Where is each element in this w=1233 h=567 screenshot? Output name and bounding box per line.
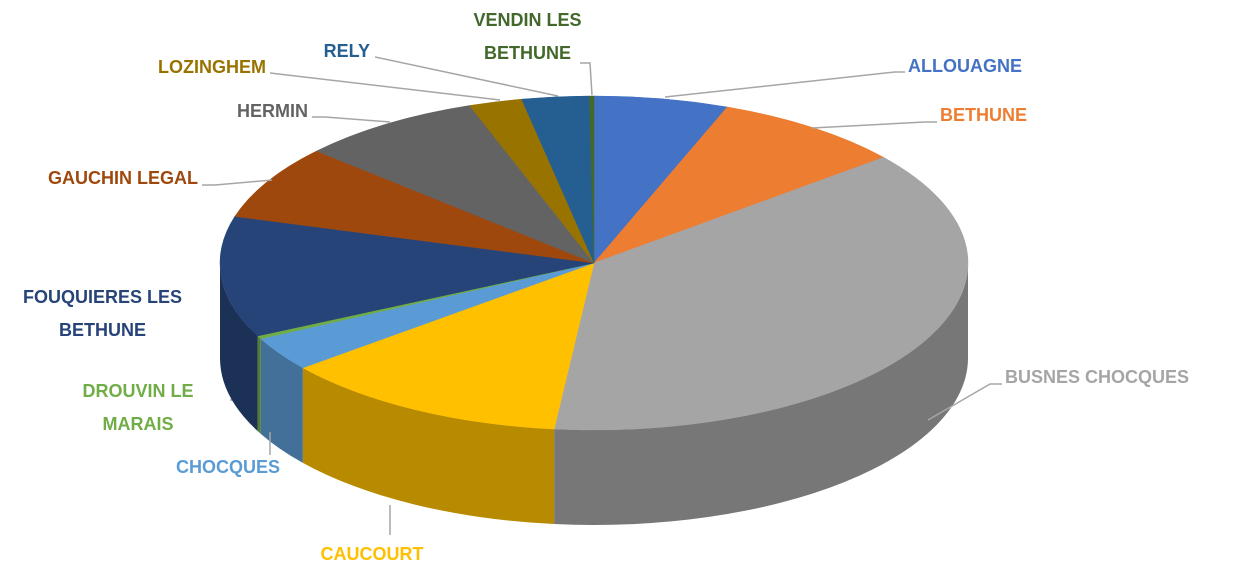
- slice-label: GAUCHIN LEGAL: [48, 168, 198, 188]
- leader-line: [312, 116, 391, 123]
- slice-side: [302, 367, 555, 525]
- slice-label: VENDIN LES BETHUNE: [473, 10, 582, 63]
- slice: [260, 262, 595, 463]
- slice-label: BETHUNE: [940, 105, 1028, 125]
- leader-line: [927, 383, 1002, 421]
- leader-line: [374, 56, 559, 97]
- slice-label: BUSNES CHOCQUES: [1005, 367, 1190, 387]
- slice-label: CAUCOURT: [320, 544, 424, 564]
- slice: [302, 262, 595, 525]
- slice-label: CHOCQUES: [175, 457, 280, 477]
- slice-label: RELY: [323, 41, 370, 61]
- slice-top: [315, 105, 595, 264]
- slice: [315, 105, 595, 264]
- slice-top: [302, 262, 595, 430]
- slice: [553, 157, 969, 525]
- leader-line: [811, 121, 937, 129]
- leader-line: [580, 62, 593, 96]
- slice-label: HERMIN: [237, 101, 308, 121]
- slice-top: [219, 216, 595, 337]
- leader-line: [664, 71, 905, 98]
- slice: [593, 95, 728, 264]
- leader-line: [269, 72, 501, 101]
- slice-label: ALLOUAGNE: [908, 56, 1022, 76]
- slice-side: [554, 263, 968, 525]
- slice-top: [553, 157, 969, 431]
- slice-side: [220, 263, 258, 431]
- slice-side: [260, 338, 303, 463]
- slice-side: [257, 335, 261, 434]
- leader-line: [202, 179, 273, 186]
- slice: [234, 150, 595, 264]
- slice-top: [593, 95, 728, 264]
- slice-label: DROUVIN LE MARAIS: [82, 381, 194, 434]
- slice-label: FOUQUIERES LES BETHUNE: [22, 287, 183, 340]
- slice: [589, 95, 595, 264]
- slice-label: LOZINGHEM: [158, 57, 266, 77]
- slice-top: [589, 95, 595, 264]
- slice-top: [234, 150, 595, 264]
- slice: [219, 216, 595, 431]
